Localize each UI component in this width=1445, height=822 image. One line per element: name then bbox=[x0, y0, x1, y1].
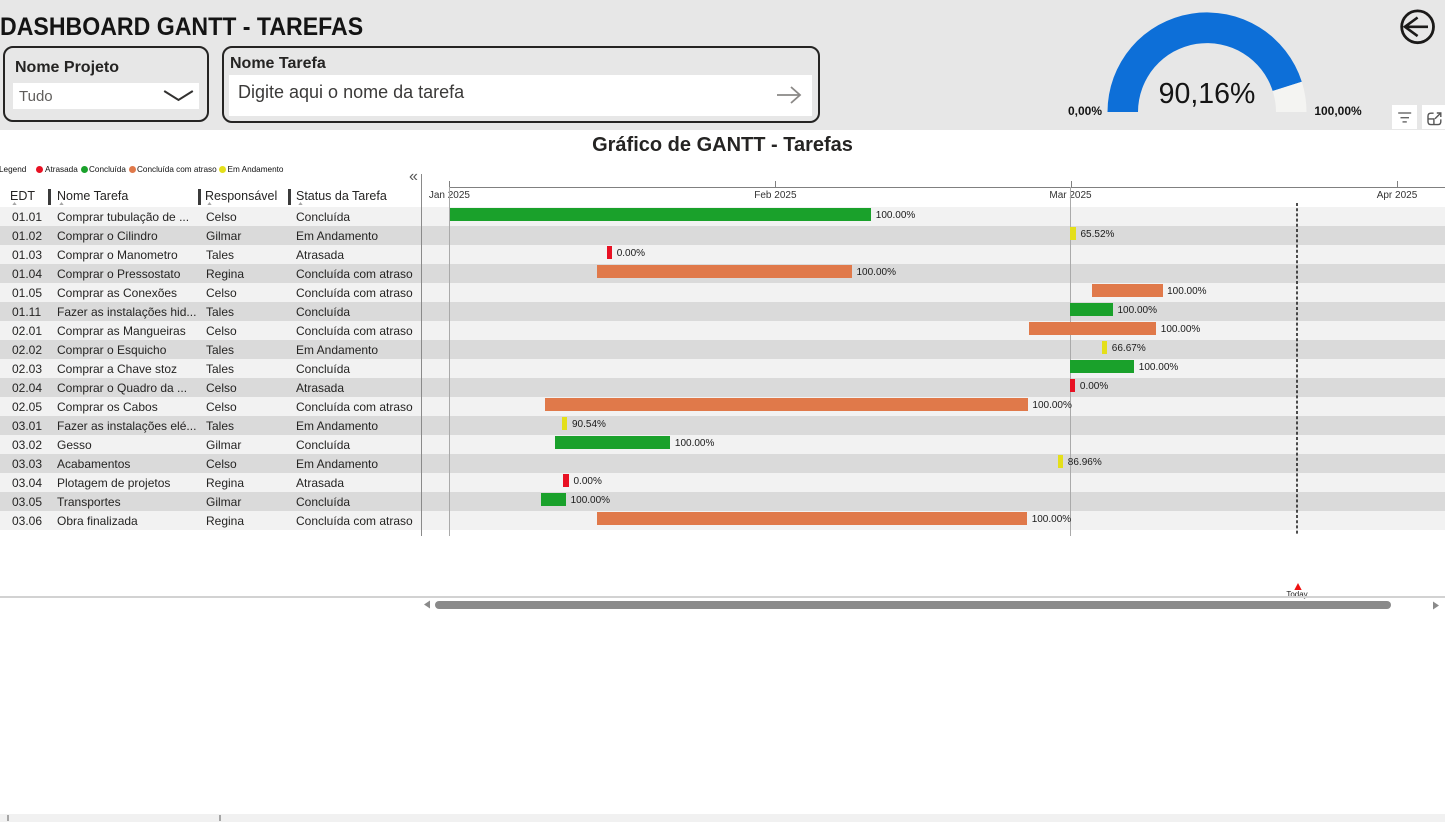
svg-text:90,16%: 90,16% bbox=[1159, 78, 1256, 110]
svg-text:100,00%: 100,00% bbox=[1314, 104, 1362, 118]
svg-text:0,00%: 0,00% bbox=[1068, 104, 1102, 118]
